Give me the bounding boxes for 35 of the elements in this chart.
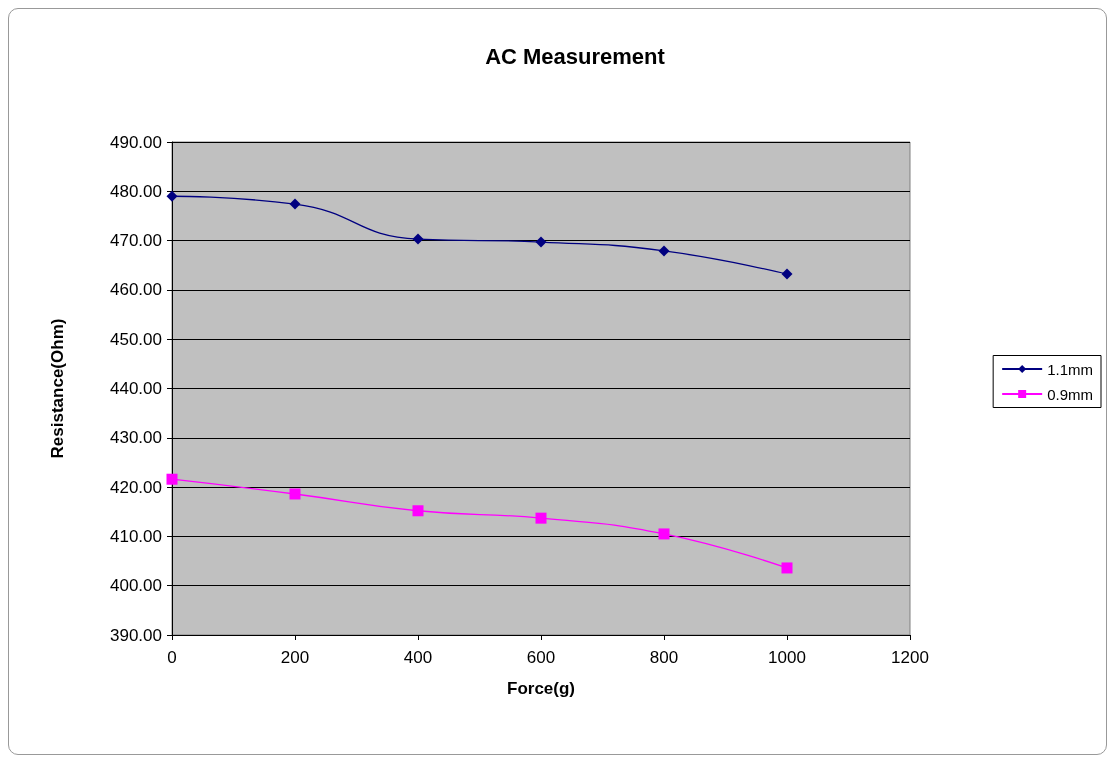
y-tick-label: 490.00 [110, 132, 162, 152]
point [781, 268, 793, 280]
chart-title: AC Measurement [485, 43, 666, 69]
point [412, 233, 424, 245]
point [781, 562, 793, 574]
x-tick-label: 600 [526, 648, 556, 667]
y-tick-label: 430.00 [110, 428, 162, 448]
legend-label: 0.9mm [1047, 385, 1093, 403]
point [289, 488, 301, 500]
point [658, 245, 670, 257]
point [412, 505, 424, 517]
y-axis-title: Resistance(Ohm) [48, 318, 67, 459]
y-tick-label: 410.00 [110, 526, 162, 546]
x-tick-label: 400 [403, 648, 433, 667]
x-axis-title: Force(g) [507, 679, 575, 698]
point [658, 528, 670, 540]
point [166, 190, 178, 202]
y-tick-label: 420.00 [110, 477, 162, 497]
y-tick-label: 480.00 [110, 181, 162, 201]
point [535, 236, 547, 248]
point [289, 198, 301, 210]
point [535, 512, 547, 524]
y-tick-label: 440.00 [110, 379, 162, 398]
y-tick-label: 390.00 [110, 625, 162, 645]
legend-label: 1.1mm [1047, 360, 1093, 378]
x-tick-label: 1000 [768, 648, 806, 667]
point [166, 473, 178, 485]
y-tick-label: 460.00 [110, 280, 162, 300]
x-tick-label: 0 [167, 648, 177, 667]
y-tick-label: 470.00 [110, 231, 162, 251]
y-tick-label: 400.00 [110, 576, 162, 596]
x-tick-label: 1200 [891, 648, 929, 667]
y-tick-label: 450.00 [110, 329, 162, 349]
x-tick-label: 800 [649, 648, 679, 667]
x-tick-label: 200 [280, 648, 310, 667]
